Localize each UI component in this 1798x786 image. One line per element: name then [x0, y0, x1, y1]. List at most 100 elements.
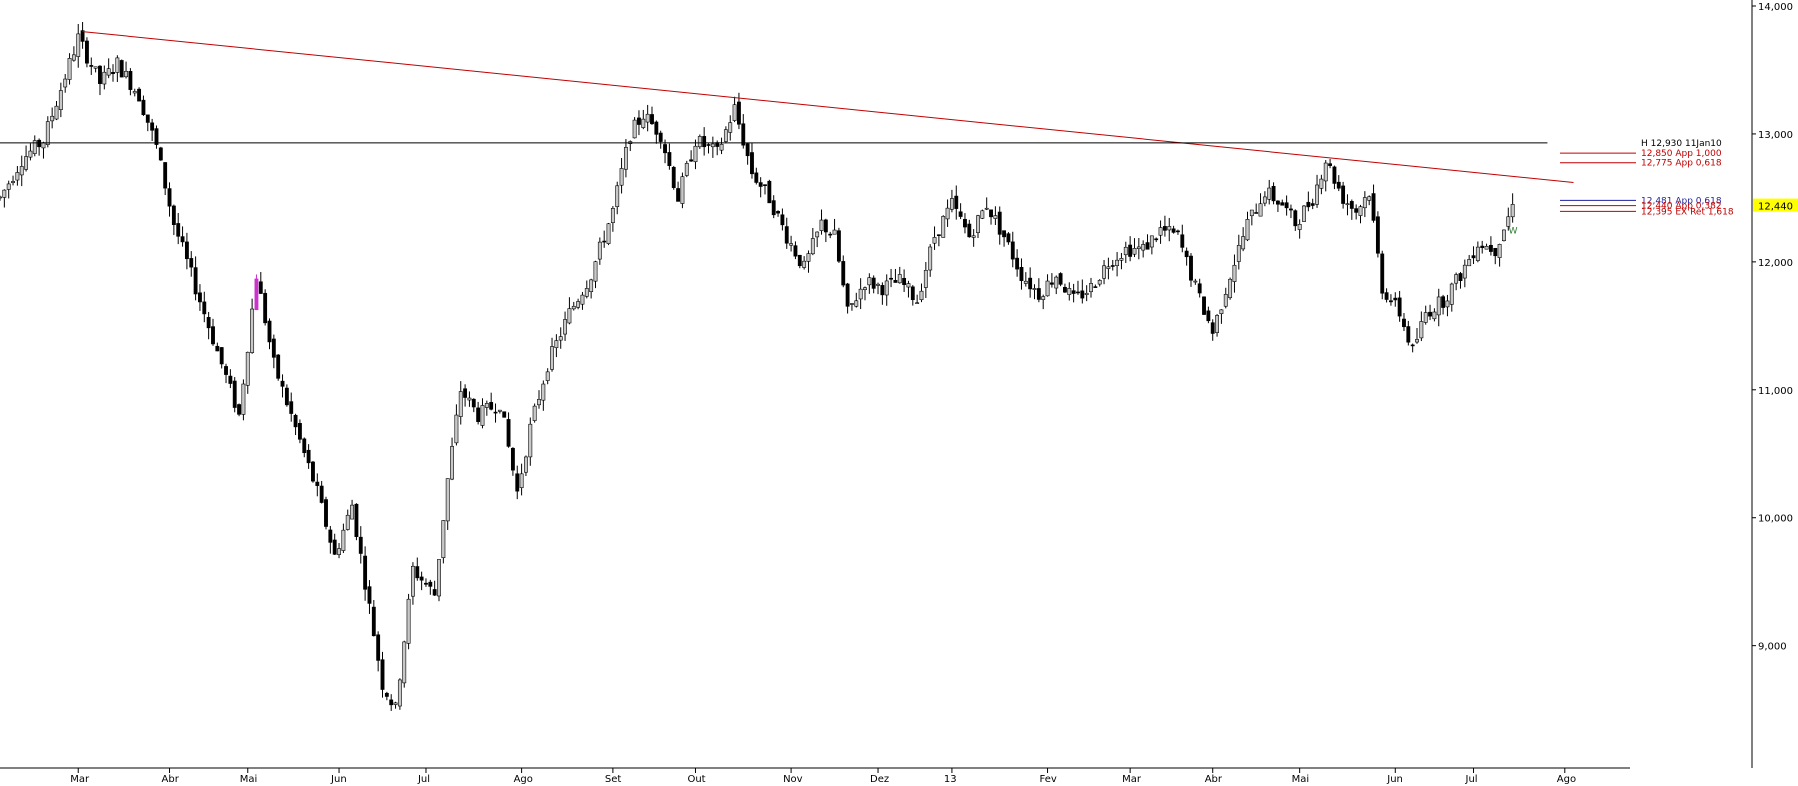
candle-body: [463, 388, 468, 398]
candle-body: [415, 566, 420, 579]
candle-body: [606, 223, 611, 244]
candle-body: [945, 207, 950, 220]
candle-body: [1032, 288, 1037, 290]
candle-body: [663, 144, 667, 154]
candle-body: [180, 236, 185, 243]
candle-body: [350, 504, 355, 520]
x-tick-label: Mai: [240, 774, 258, 785]
candle-body: [763, 184, 767, 186]
candle-body: [1384, 292, 1389, 300]
candle-body: [702, 136, 707, 148]
candle-body: [923, 269, 928, 288]
candle-body: [289, 401, 294, 414]
candle-body: [1306, 201, 1311, 208]
candle-body: [324, 499, 328, 527]
candle-body: [1249, 209, 1254, 217]
candle-body: [15, 172, 20, 181]
candle-body: [584, 288, 589, 297]
candle-body: [863, 287, 867, 291]
candle-body: [419, 576, 424, 581]
candle-body: [723, 129, 728, 142]
candle-body: [710, 143, 715, 148]
candle-body: [502, 411, 507, 418]
trend-lines: [0, 31, 1574, 184]
candle-body: [515, 473, 520, 492]
candle-body: [384, 692, 389, 697]
candle-body: [163, 162, 168, 189]
candle-body: [1136, 246, 1141, 250]
candle-body: [1063, 286, 1067, 293]
candle-body: [63, 78, 68, 88]
candle-body: [1054, 276, 1059, 289]
candle-body: [1045, 280, 1050, 297]
candle-body: [124, 70, 128, 78]
candle-body: [493, 411, 498, 414]
candle-body: [802, 260, 807, 268]
candle-body: [1493, 247, 1498, 257]
candle-body: [250, 308, 255, 353]
candle-body: [1297, 224, 1302, 230]
candle-body: [550, 346, 554, 370]
y-tick-label: 12,000: [1758, 258, 1793, 269]
candle-body: [1241, 236, 1246, 250]
candle-body: [1245, 219, 1250, 241]
candle-body: [50, 115, 55, 122]
candle-body: [576, 301, 581, 308]
candle-body: [1058, 273, 1063, 285]
candle-body: [771, 200, 776, 216]
y-tick-label: 13,000: [1758, 130, 1793, 141]
candle-body: [341, 529, 346, 551]
candle-body: [389, 699, 394, 706]
candle-body: [1023, 280, 1028, 284]
candle-body: [271, 338, 276, 358]
candle-body: [132, 91, 137, 94]
x-tick-label: Jul: [1465, 774, 1478, 785]
candle-body: [984, 207, 989, 210]
candle-body: [1184, 250, 1189, 258]
candle-body: [297, 423, 302, 440]
candle-body: [1110, 265, 1115, 267]
candle-body: [823, 219, 828, 233]
candle-body: [11, 181, 15, 184]
candle-body: [850, 303, 854, 305]
candle-body: [915, 302, 920, 304]
candle-body: [319, 485, 324, 503]
candle-body: [593, 261, 598, 282]
candles: [0, 22, 1515, 711]
candle-body: [1419, 321, 1424, 339]
candle-body: [1210, 322, 1215, 334]
x-tick-label: Fev: [1040, 774, 1057, 785]
level-label: 12,395 EX Ret 1,618: [1641, 207, 1734, 217]
candle-body: [1006, 233, 1011, 243]
candle-body: [93, 66, 98, 69]
candle-body: [150, 122, 155, 131]
candle-body: [193, 267, 198, 295]
x-tick-label: Abr: [1205, 774, 1223, 785]
candle-body: [1189, 255, 1193, 281]
level-label: 12,850 App 1,000: [1641, 149, 1722, 159]
candle-body: [198, 292, 202, 303]
candle-body: [1332, 166, 1337, 184]
candle-body: [1341, 185, 1346, 204]
level-label: 12,775 App 0,618: [1641, 159, 1722, 169]
candle-body: [780, 214, 785, 226]
candle-body: [1367, 196, 1372, 201]
candle-body: [654, 121, 659, 135]
x-axis: Mar Abr Mai Jun Jul Ago Set Out Nov Dez 13 Fev Mar Ab…: [0, 767, 1630, 785]
candle-body: [506, 419, 511, 447]
x-tick-label: Out: [687, 774, 705, 785]
candle-body: [119, 60, 124, 78]
candle-body: [41, 142, 46, 149]
candle-body: [76, 33, 81, 57]
candle-body: [302, 438, 307, 454]
candle-body: [1106, 266, 1111, 269]
candle-body: [580, 294, 585, 305]
candle-body: [1432, 311, 1437, 320]
candle-body: [1467, 259, 1472, 267]
candle-body: [1471, 255, 1476, 259]
candle-body: [1506, 216, 1511, 227]
candle-body: [737, 101, 741, 125]
candle-body: [1049, 282, 1054, 285]
candle-body: [1502, 229, 1506, 242]
candle-body: [1497, 244, 1502, 258]
